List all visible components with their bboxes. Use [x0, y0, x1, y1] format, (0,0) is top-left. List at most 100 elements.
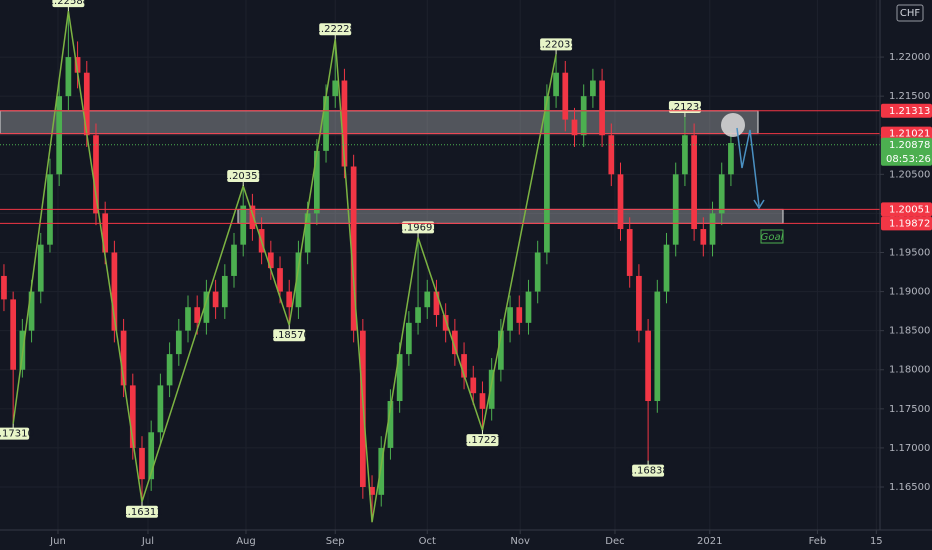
candle-body — [608, 135, 615, 175]
candle-body — [323, 96, 329, 151]
candle-body — [544, 96, 550, 253]
price-tag — [881, 103, 932, 118]
candle-body — [304, 213, 311, 253]
x-tick-label: 2021 — [697, 536, 722, 547]
candle-body — [718, 174, 725, 214]
y-tick-label: 1.18500 — [889, 326, 930, 337]
candle-body — [1, 275, 7, 300]
candle-body — [387, 401, 394, 448]
y-tick-label: 1.19500 — [889, 247, 930, 258]
y-tick-label: 1.17000 — [889, 443, 930, 454]
candle-body — [350, 166, 357, 331]
price-tag — [881, 202, 932, 217]
candle-body — [479, 393, 486, 409]
candle-body — [111, 252, 118, 331]
y-tick-label: 1.16500 — [889, 482, 930, 493]
candle-body — [498, 330, 504, 370]
price-tag — [881, 216, 932, 231]
x-tick-label: Nov — [510, 536, 530, 547]
pivot-box — [632, 464, 665, 477]
candle-body — [424, 291, 431, 308]
candle-body — [166, 354, 173, 386]
candle-body — [645, 330, 651, 402]
candle-body — [534, 252, 541, 292]
pivot-label: 1.17227 — [462, 435, 503, 446]
candle-body — [470, 377, 477, 394]
price-tag-label: 1.20051 — [889, 204, 930, 215]
candle-body — [636, 275, 642, 331]
candle-body — [120, 330, 127, 386]
candle-body — [28, 291, 35, 331]
candle-body — [369, 487, 375, 495]
candle-body — [626, 229, 633, 276]
x-tick-label: Aug — [236, 536, 256, 547]
candle-body — [728, 143, 734, 175]
goal-label: Goal — [761, 232, 784, 243]
candle-body — [37, 244, 44, 292]
candle-body — [129, 385, 136, 448]
candle-body — [83, 72, 90, 136]
candle-body — [700, 229, 707, 245]
candle-body — [332, 80, 339, 97]
pivot-label: 1.18570 — [269, 330, 310, 341]
price-tag-label: 1.19872 — [889, 218, 930, 229]
x-tick-label: Jul — [141, 536, 154, 547]
pivot-label: 1.16311 — [121, 507, 162, 518]
candle-body — [580, 96, 587, 136]
candle-body — [102, 213, 109, 253]
last-price-label: 1.20878 — [889, 140, 930, 151]
pivot-box — [402, 221, 435, 234]
x-tick-label: 15 — [870, 536, 883, 547]
candle-body — [286, 291, 293, 308]
candle-body — [93, 135, 99, 214]
pivot-label: 1.22035 — [535, 39, 576, 50]
pivot-label: 1.22228 — [315, 24, 356, 35]
x-tick-label: Oct — [419, 536, 436, 547]
pivot-box — [125, 505, 158, 518]
arrow-head — [753, 199, 765, 210]
candle-body — [617, 174, 624, 230]
candle-body — [194, 307, 201, 323]
candle-body — [313, 150, 320, 214]
candle-body — [221, 275, 228, 308]
pivot-box — [668, 100, 701, 113]
zone — [237, 208, 784, 224]
pivot-box — [319, 23, 352, 36]
projection-arrow — [736, 127, 760, 207]
candle-body — [341, 80, 348, 167]
candle-body — [654, 291, 661, 402]
y-tick-label: 1.18000 — [889, 365, 930, 376]
candle-body — [682, 135, 688, 175]
candle-body — [709, 213, 716, 245]
candle-body — [212, 291, 219, 308]
currency-box[interactable] — [896, 4, 924, 22]
zigzag — [12, 10, 557, 523]
candle-body — [415, 307, 421, 323]
x-tick-label: Sep — [326, 536, 345, 547]
y-tick-label: 1.22000 — [889, 52, 930, 63]
plot-area: 1.17310 1.22588 1.16311 1.20351 1.18570 1.222… — [0, 0, 880, 530]
pivot-box — [466, 434, 499, 447]
pivot-box — [52, 0, 85, 8]
price-tag — [881, 126, 932, 141]
x-tick-label: Jun — [49, 536, 66, 547]
candle-body — [452, 330, 458, 355]
candle-body — [461, 354, 467, 378]
last-price-tag — [881, 137, 932, 166]
y-tick-label: 1.21500 — [889, 91, 930, 102]
candle-body — [405, 322, 412, 355]
y-tick-label: 1.20500 — [889, 169, 930, 180]
price-tag-label: 1.21313 — [889, 106, 930, 117]
candle-body — [65, 57, 72, 97]
candle-body — [185, 307, 191, 331]
candle-body — [507, 307, 513, 331]
y-tick-label: 1.17500 — [889, 404, 930, 415]
pivot-box — [0, 427, 30, 440]
candle-body — [231, 244, 237, 276]
candle-body — [378, 447, 385, 495]
candle-body — [488, 369, 495, 409]
zone — [0, 110, 759, 135]
candle-body — [139, 447, 145, 480]
candle-body — [553, 72, 559, 97]
